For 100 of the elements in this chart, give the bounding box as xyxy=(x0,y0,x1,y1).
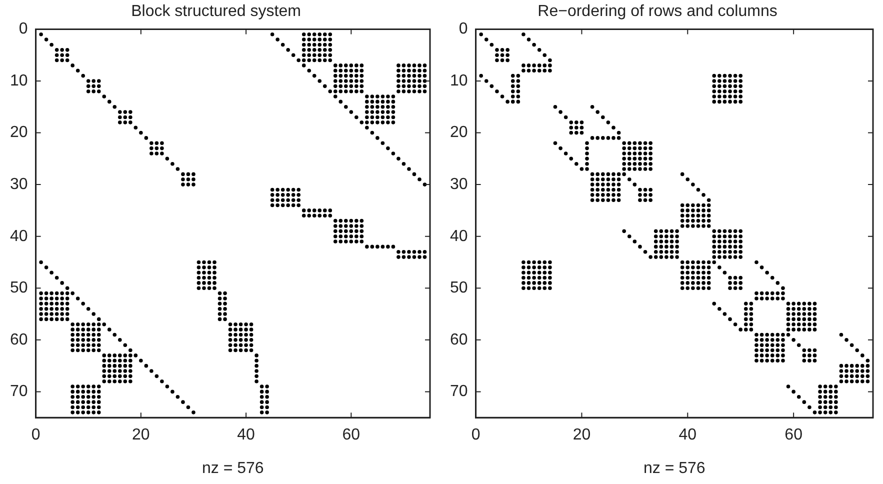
point xyxy=(349,218,354,223)
point xyxy=(123,369,128,373)
point xyxy=(823,405,828,410)
point xyxy=(590,104,594,109)
point xyxy=(354,229,358,234)
point xyxy=(81,332,85,337)
point xyxy=(223,306,227,311)
point xyxy=(596,110,600,114)
point xyxy=(86,338,90,342)
point xyxy=(733,74,738,78)
point xyxy=(770,332,774,337)
point xyxy=(786,328,790,332)
point xyxy=(834,405,838,410)
point xyxy=(686,208,690,212)
point xyxy=(760,291,764,296)
point xyxy=(418,79,422,83)
point xyxy=(202,286,206,290)
point xyxy=(638,146,642,150)
point xyxy=(648,141,652,146)
point xyxy=(622,156,626,161)
point xyxy=(686,224,690,228)
point xyxy=(500,53,504,57)
point xyxy=(834,390,838,394)
point xyxy=(712,240,716,244)
point xyxy=(749,322,754,326)
point xyxy=(360,74,364,78)
point xyxy=(86,348,90,352)
point xyxy=(866,358,870,363)
point xyxy=(92,328,96,332)
point xyxy=(632,152,637,156)
point xyxy=(286,188,290,192)
point xyxy=(286,48,290,52)
point xyxy=(328,48,332,52)
point xyxy=(128,364,132,368)
point xyxy=(516,94,520,98)
point xyxy=(76,384,80,388)
x-tick-label: 60 xyxy=(784,426,803,444)
point xyxy=(370,94,374,98)
point xyxy=(680,270,684,274)
point xyxy=(322,42,327,47)
point xyxy=(706,260,711,264)
point xyxy=(792,312,796,316)
point xyxy=(107,328,112,332)
point xyxy=(696,218,700,223)
point xyxy=(176,394,180,399)
point xyxy=(765,291,769,296)
point xyxy=(338,84,343,88)
point xyxy=(808,405,812,410)
point xyxy=(402,89,406,94)
point xyxy=(386,94,390,98)
point xyxy=(70,394,74,399)
point xyxy=(606,188,610,192)
point xyxy=(722,312,727,316)
point xyxy=(70,405,74,410)
point xyxy=(532,64,536,68)
point xyxy=(86,306,90,311)
point xyxy=(648,156,652,161)
point xyxy=(76,328,80,332)
point xyxy=(360,84,364,88)
point xyxy=(154,141,159,146)
point xyxy=(706,203,711,208)
point xyxy=(50,317,54,322)
point xyxy=(70,384,74,388)
point xyxy=(781,291,785,296)
point xyxy=(39,32,43,36)
point xyxy=(39,306,43,311)
point xyxy=(328,58,332,62)
point xyxy=(569,156,574,161)
point xyxy=(643,198,648,202)
point xyxy=(81,343,85,347)
point xyxy=(96,390,101,394)
point xyxy=(744,322,748,326)
point xyxy=(484,38,488,42)
point xyxy=(585,162,589,166)
point xyxy=(96,348,101,352)
point xyxy=(54,48,59,52)
point xyxy=(344,68,348,73)
point xyxy=(422,74,427,78)
point xyxy=(659,255,664,259)
point xyxy=(181,182,185,186)
point xyxy=(270,193,274,197)
point xyxy=(354,218,358,223)
y-tick-label: 0 xyxy=(458,20,468,38)
point xyxy=(738,84,742,88)
point xyxy=(418,74,422,78)
point xyxy=(839,374,844,378)
point xyxy=(754,348,758,352)
point xyxy=(123,120,128,124)
point xyxy=(860,354,864,358)
point xyxy=(648,167,652,171)
point xyxy=(680,260,684,264)
point xyxy=(86,79,90,83)
point xyxy=(812,354,817,358)
point xyxy=(60,58,64,62)
point xyxy=(312,38,316,42)
point xyxy=(322,58,327,62)
point xyxy=(792,338,796,342)
point xyxy=(244,328,248,332)
point xyxy=(376,115,380,120)
point xyxy=(312,32,316,36)
